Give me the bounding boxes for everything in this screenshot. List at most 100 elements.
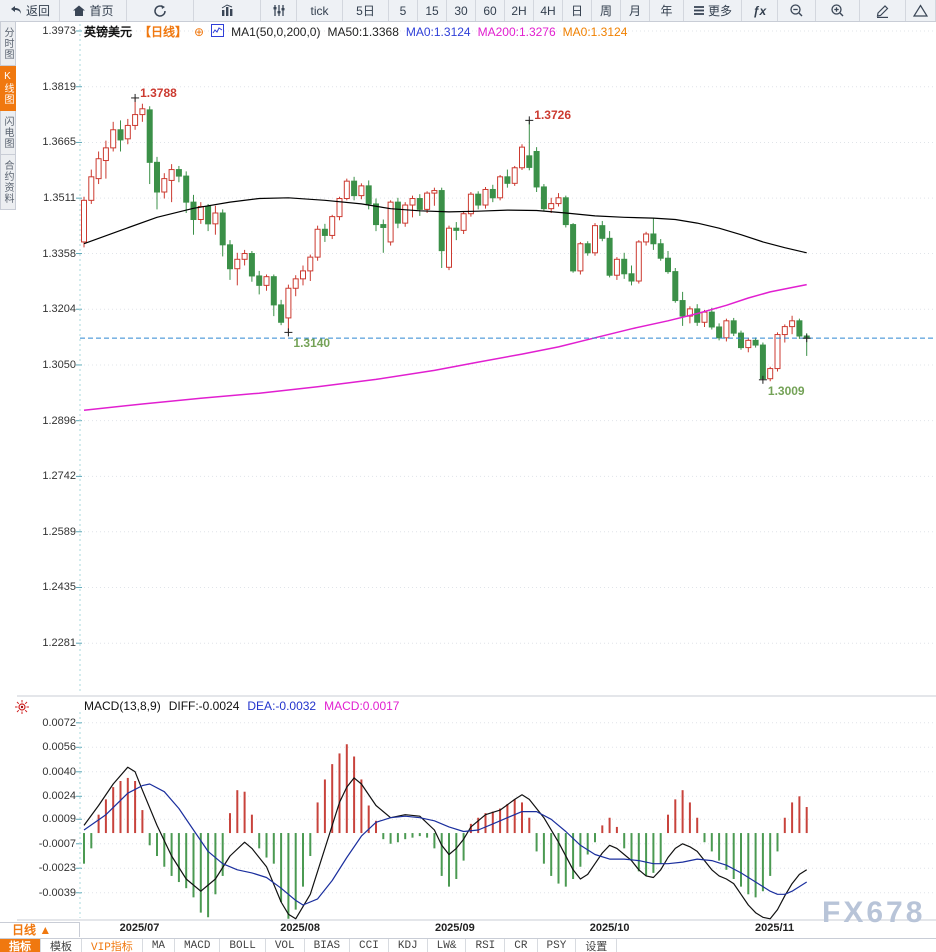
toolbar-m30-label: 30: [454, 3, 468, 18]
sidebar-tab-item[interactable]: 闪电图: [0, 111, 16, 155]
zoom-out-icon: [789, 3, 804, 18]
toolbar-indicator-settings-button[interactable]: [261, 0, 297, 21]
sidebar-tab-item[interactable]: 合约资料: [0, 155, 16, 210]
macd-axis-label: -0.0023: [38, 862, 76, 875]
macd-params: MACD(13,8,9): [84, 699, 161, 713]
toolbar-h4-label: 4H: [540, 3, 556, 18]
indicator-settings-sun-icon[interactable]: [14, 699, 30, 715]
period-footer-label[interactable]: 日线 ▲: [0, 922, 80, 937]
chart-type-sidebar: 分时图 K线图 闪电图 合约资料: [0, 22, 17, 210]
toolbar-zoom-out-button[interactable]: [778, 0, 816, 21]
toolbar-tick-button[interactable]: tick: [297, 0, 343, 21]
indicator-tab-MA[interactable]: MA: [143, 939, 176, 952]
indicator-tab-VOL[interactable]: VOL: [266, 939, 305, 952]
price-axis-label: 1.3665: [42, 136, 76, 149]
indicator-tab-CR[interactable]: CR: [505, 939, 538, 952]
toolbar-fx-label: ƒx: [752, 3, 767, 18]
price-axis-label: 1.2742: [42, 470, 76, 483]
macd-axis-label: 0.0024: [42, 790, 76, 803]
toolbar-back-button[interactable]: 返回: [0, 0, 60, 21]
toolbar-h2-button[interactable]: 2H: [505, 0, 534, 21]
ma200-value: MA200:1.3276: [477, 24, 556, 39]
candle-chart-icon[interactable]: [211, 23, 225, 40]
toolbar-home-button[interactable]: 首页: [60, 0, 127, 21]
price-axis-label: 1.3358: [42, 247, 76, 260]
toolbar-more-button[interactable]: 更多: [684, 0, 742, 21]
back-arrow-icon: [9, 4, 23, 17]
toolbar-week-label: 周: [599, 4, 612, 18]
sliders-icon: [272, 4, 286, 17]
toolbar-month-label: 月: [628, 4, 641, 18]
price-axis-label: 1.2435: [42, 581, 76, 594]
toolbar-month-button[interactable]: 月: [621, 0, 650, 21]
indicator-tab-CCI[interactable]: CCI: [350, 939, 389, 952]
watermark: FX678: [822, 896, 926, 929]
refresh-icon: [153, 4, 167, 18]
toolbar-m15-button[interactable]: 15: [418, 0, 447, 21]
indicator-tab-VIP指标[interactable]: VIP指标: [82, 939, 143, 952]
toolbar-year-button[interactable]: 年: [650, 0, 684, 21]
macd-axis-label: -0.0007: [38, 837, 76, 850]
bar-chart-icon: [220, 4, 235, 17]
indicator-tab-模板[interactable]: 模板: [41, 939, 82, 952]
triangle-icon: [913, 4, 928, 17]
price-pane-header: 英镑美元 【日线】 ⊕ MA1(50,0,200,0) MA50:1.3368 …: [84, 23, 627, 40]
zoom-in-icon: [830, 3, 845, 18]
price-axis-label: 1.3973: [42, 25, 76, 37]
toolbar-draw-button[interactable]: [860, 0, 906, 21]
toolbar-fx-button[interactable]: ƒx: [742, 0, 778, 21]
toolbar-refresh-button[interactable]: [127, 0, 194, 21]
sidebar-tab-active[interactable]: K线图: [0, 66, 16, 111]
toolbar-5d-label: 5日: [356, 4, 375, 18]
ma50-value: MA50:1.3368: [327, 24, 399, 39]
toolbar-5d-button[interactable]: 5日: [343, 0, 389, 21]
toolbar-tick-label: tick: [310, 3, 329, 18]
indicator-tab-指标[interactable]: 指标: [0, 939, 41, 952]
toolbar-m5-label: 5: [399, 3, 407, 18]
toolbar-h4-button[interactable]: 4H: [534, 0, 563, 21]
indicator-tab-BOLL[interactable]: BOLL: [220, 939, 266, 952]
macd-value: MACD:0.0017: [324, 699, 400, 713]
toolbar-day-button[interactable]: 日: [563, 0, 592, 21]
toolbar-m60-button[interactable]: 60: [476, 0, 505, 21]
indicator-tab-LW&[interactable]: LW&: [428, 939, 467, 952]
indicator-tab-bar: 指标 模板 VIP指标 MA MACD BOLL VOL BIAS CCI KDJ LW& RSI CR…: [0, 938, 936, 952]
time-axis-label: 2025/11: [755, 922, 795, 934]
toolbar-zoom-in-button[interactable]: [816, 0, 860, 21]
sidebar-tab-item[interactable]: 分时图: [0, 22, 16, 66]
diff-value: DIFF:-0.0024: [168, 699, 240, 713]
indicator-tab-PSY[interactable]: PSY: [538, 939, 577, 952]
price-axis-label: 1.3204: [42, 303, 76, 316]
toolbar-more-label: 更多: [707, 4, 732, 18]
link-plus-icon[interactable]: ⊕: [194, 24, 205, 39]
toolbar-week-button[interactable]: 周: [592, 0, 621, 21]
toolbar-home-label: 首页: [89, 4, 114, 18]
toolbar-m5-button[interactable]: 5: [389, 0, 418, 21]
indicator-tab-RSI[interactable]: RSI: [466, 939, 506, 952]
top-toolbar: 返回 首页 tick 5日 5 15 30 60 2H 4H 日 周 月 年 更多 ƒx: [0, 0, 936, 22]
toolbar-m15-label: 15: [425, 3, 439, 18]
price-annotation-high: 1.3726: [534, 108, 571, 123]
macd-axis-label: 0.0056: [42, 741, 76, 754]
toolbar-m30-button[interactable]: 30: [447, 0, 476, 21]
ma0-value-orange: MA0:1.3124: [562, 24, 628, 39]
price-axis-label: 1.3819: [42, 80, 76, 93]
toolbar-day-label: 日: [570, 4, 583, 18]
time-axis-label: 2025/09: [434, 922, 475, 934]
price-annotation-low: 1.3140: [293, 336, 331, 351]
macd-axis-label: 0.0040: [42, 765, 76, 778]
ma-params: MA1(50,0,200,0): [231, 24, 321, 39]
ma0-value-blue: MA0:1.3124: [405, 24, 471, 39]
indicator-tab-MACD[interactable]: MACD: [175, 939, 221, 952]
price-axis-label: 1.3511: [43, 192, 76, 205]
toolbar-shape-button[interactable]: [906, 0, 936, 21]
toolbar-year-label: 年: [660, 4, 673, 18]
price-axis-label: 1.2589: [42, 525, 76, 538]
indicator-tab-设置[interactable]: 设置: [576, 939, 618, 952]
indicator-tab-BIAS[interactable]: BIAS: [305, 939, 351, 952]
indicator-tab-KDJ[interactable]: KDJ: [389, 939, 428, 952]
timeframe-label[interactable]: 【日线】: [139, 25, 188, 39]
toolbar-chart-type-button[interactable]: [194, 0, 261, 21]
